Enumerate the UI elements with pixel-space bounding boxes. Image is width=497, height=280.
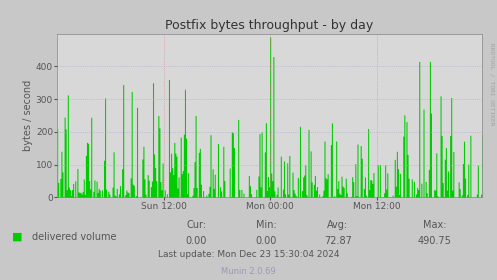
Text: Min:: Min: [255, 220, 276, 230]
Text: ■: ■ [12, 232, 23, 242]
Title: Postfix bytes throughput - by day: Postfix bytes throughput - by day [166, 19, 374, 32]
Text: 0.00: 0.00 [255, 236, 277, 246]
Text: 490.75: 490.75 [418, 236, 452, 246]
Text: RRDTOOL / TOBI OETIKER: RRDTOOL / TOBI OETIKER [490, 43, 495, 125]
Y-axis label: bytes / second: bytes / second [23, 80, 33, 151]
Text: 72.87: 72.87 [324, 236, 352, 246]
Text: Munin 2.0.69: Munin 2.0.69 [221, 267, 276, 276]
Text: Last update: Mon Dec 23 15:30:04 2024: Last update: Mon Dec 23 15:30:04 2024 [158, 250, 339, 259]
Text: Cur:: Cur: [186, 220, 206, 230]
Text: delivered volume: delivered volume [32, 232, 117, 242]
Text: Avg:: Avg: [328, 220, 348, 230]
Text: Max:: Max: [423, 220, 447, 230]
Text: 0.00: 0.00 [185, 236, 207, 246]
